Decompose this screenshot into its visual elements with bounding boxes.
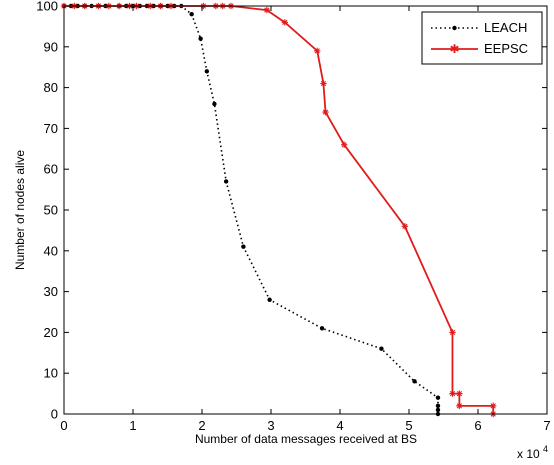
y-axis-title: Number of nodes alive — [13, 150, 27, 270]
data-point-leach — [204, 69, 210, 74]
series-line-leach — [64, 5, 439, 414]
series-layer — [60, 2, 497, 418]
legend-label-eepsc: EEPSC — [484, 41, 528, 56]
data-point-leach — [379, 346, 384, 351]
data-point-leach — [212, 101, 217, 107]
y-tick-label: 70 — [44, 121, 58, 136]
data-point-eepsc — [456, 390, 463, 397]
data-point-leach — [412, 379, 417, 384]
x-multiplier-base: x 10 — [517, 447, 540, 461]
data-point-leach — [435, 403, 441, 409]
legend: LEACH ✱ EEPSC — [421, 11, 543, 65]
data-point-eepsc — [322, 108, 329, 116]
data-point-eepsc — [340, 141, 348, 148]
data-point-leach — [435, 407, 441, 413]
x-multiplier-exponent: 4 — [543, 444, 548, 454]
x-tick-label: 3 — [267, 418, 274, 433]
plot-area-frame — [63, 5, 548, 415]
y-tick-label: 100 — [36, 0, 58, 14]
data-point-eepsc — [320, 80, 327, 87]
data-point-leach — [267, 297, 272, 302]
y-tick-label: 90 — [44, 39, 58, 54]
data-point-leach — [189, 11, 194, 17]
x-tick-label: 4 — [336, 418, 343, 433]
y-tick-label: 60 — [44, 162, 58, 177]
x-tick-label: 0 — [60, 418, 67, 433]
y-tick-label: 80 — [44, 80, 58, 95]
legend-label-leach: LEACH — [484, 20, 527, 35]
x-tick-label: 6 — [474, 418, 481, 433]
data-point-eepsc — [449, 329, 456, 336]
x-tick-label: 1 — [129, 418, 136, 433]
data-point-eepsc — [401, 223, 409, 230]
x-tick-label: 5 — [405, 418, 412, 433]
data-point-eepsc — [281, 19, 288, 26]
legend-box — [421, 11, 543, 65]
data-point-leach — [223, 179, 229, 184]
y-tick-label: 40 — [44, 243, 58, 258]
data-point-eepsc — [263, 6, 271, 14]
data-point-leach — [198, 36, 203, 41]
legend-marker-eepsc: ✱ — [449, 42, 459, 56]
x-multiplier-label: x 10 4 — [517, 444, 548, 461]
y-tick-label: 10 — [44, 366, 58, 381]
x-axis-title: Number of data messages received at BS — [195, 432, 417, 446]
legend-marker-leach — [452, 25, 457, 31]
y-tick-label: 0 — [51, 407, 58, 422]
data-point-eepsc — [489, 402, 497, 410]
x-tick-label: 2 — [198, 418, 205, 433]
data-point-eepsc — [314, 47, 321, 55]
y-tick-label: 50 — [44, 203, 58, 218]
series-line-eepsc — [64, 5, 495, 414]
data-point-leach — [241, 244, 246, 249]
x-tick-label: 7 — [543, 418, 550, 433]
data-point-leach — [435, 395, 441, 400]
data-point-eepsc — [449, 390, 456, 397]
y-tick-label: 20 — [44, 325, 58, 340]
data-point-leach — [319, 326, 325, 331]
data-point-eepsc — [456, 402, 463, 410]
y-tick-label: 30 — [44, 284, 58, 299]
